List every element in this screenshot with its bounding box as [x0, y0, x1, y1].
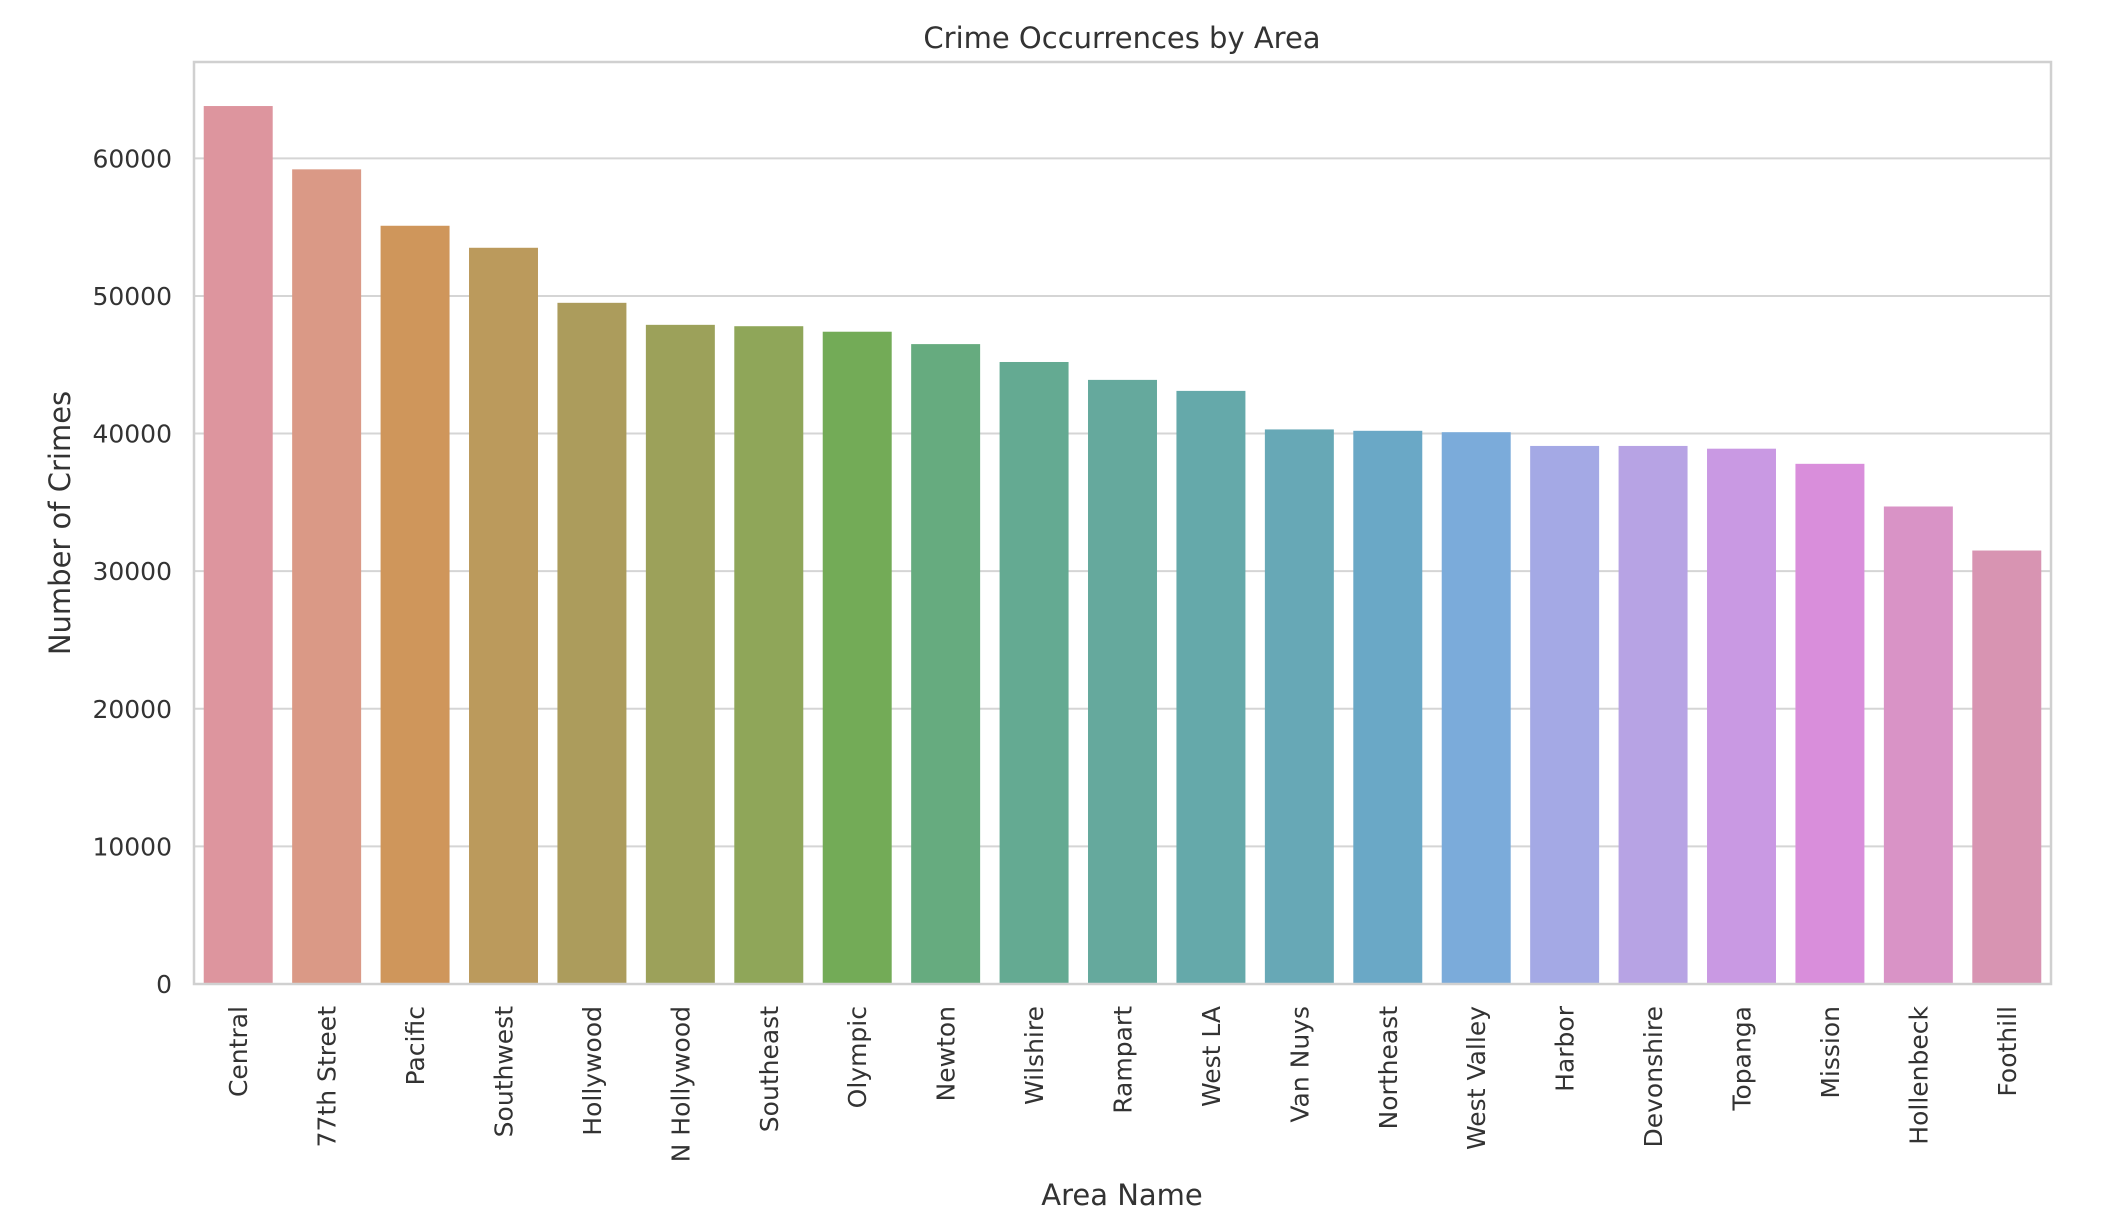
bar-topanga	[1707, 448, 1776, 984]
x-tick-label: Pacific	[401, 1006, 430, 1085]
bars	[203, 106, 2042, 985]
y-tick-label: 30000	[92, 557, 172, 586]
bar-southwest	[469, 247, 538, 984]
bar-77th-street	[292, 169, 362, 985]
y-tick-labels: 0 10000 20000 30000 40000 50000 60000	[92, 144, 172, 999]
y-tick-label: 10000	[92, 832, 172, 861]
chart-title: Crime Occurrences by Area	[923, 21, 1320, 55]
x-tick-label: Van Nuys	[1285, 1006, 1314, 1123]
bar-northeast	[1353, 430, 1423, 984]
bar-van-nuys	[1264, 429, 1334, 984]
bar-pacific	[380, 225, 450, 985]
plot-frame	[192, 60, 2053, 986]
bar-olympic	[822, 331, 892, 985]
x-tick-label: Newton	[932, 1006, 961, 1101]
y-tick-label: 50000	[92, 282, 172, 311]
x-tick-label: Olympic	[843, 1006, 872, 1108]
bar-devonshire	[1618, 445, 1688, 984]
bar-central	[203, 106, 273, 984]
bar-newton	[911, 344, 981, 984]
x-tick-label: Mission	[1816, 1006, 1845, 1099]
bar-harbor	[1530, 445, 1600, 984]
x-tick-label: N Hollywood	[666, 1006, 695, 1162]
x-tick-label: Rampart	[1109, 1006, 1138, 1114]
x-tick-label: Hollenbeck	[1904, 1005, 1933, 1144]
x-tick-labels: Central 77th Street Pacific Southwest Hollyw…	[224, 1005, 2022, 1162]
y-tick-label: 40000	[92, 420, 172, 449]
bar-rampart	[1088, 379, 1157, 985]
bar-foothill	[1972, 550, 2042, 984]
x-tick-label: West LA	[1197, 1006, 1226, 1107]
bar-hollywood	[557, 302, 627, 984]
x-tick-label: Southwest	[490, 1006, 519, 1138]
y-tick-label: 60000	[92, 144, 172, 173]
bar-southeast	[734, 326, 804, 984]
bar-west-la	[1176, 390, 1246, 984]
y-tick-label: 0	[156, 970, 172, 999]
x-tick-label: Central	[224, 1006, 253, 1097]
x-tick-label: 77th Street	[313, 1006, 342, 1148]
x-tick-label: Hollywood	[578, 1006, 607, 1136]
x-tick-label: Foothill	[1993, 1006, 2022, 1097]
bar-west-valley	[1441, 432, 1511, 984]
x-tick-label: Wilshire	[1020, 1006, 1049, 1105]
x-tick-label: Southeast	[755, 1006, 784, 1132]
x-axis-label: Area Name	[1041, 1178, 1203, 1210]
x-tick-label: West Valley	[1462, 1006, 1491, 1150]
bar-wilshire	[999, 361, 1069, 984]
x-tick-label: Devonshire	[1639, 1006, 1668, 1148]
x-tick-label: Northeast	[1374, 1006, 1403, 1130]
x-tick-label: Topanga	[1728, 1006, 1757, 1112]
bar-mission	[1795, 463, 1865, 984]
x-tick-label: Harbor	[1551, 1005, 1580, 1092]
bar-hollenbeck	[1883, 506, 1953, 984]
y-axis-label: Number of Crimes	[43, 391, 77, 655]
y-tick-label: 20000	[92, 695, 172, 724]
bar-n-hollywood	[645, 324, 715, 984]
